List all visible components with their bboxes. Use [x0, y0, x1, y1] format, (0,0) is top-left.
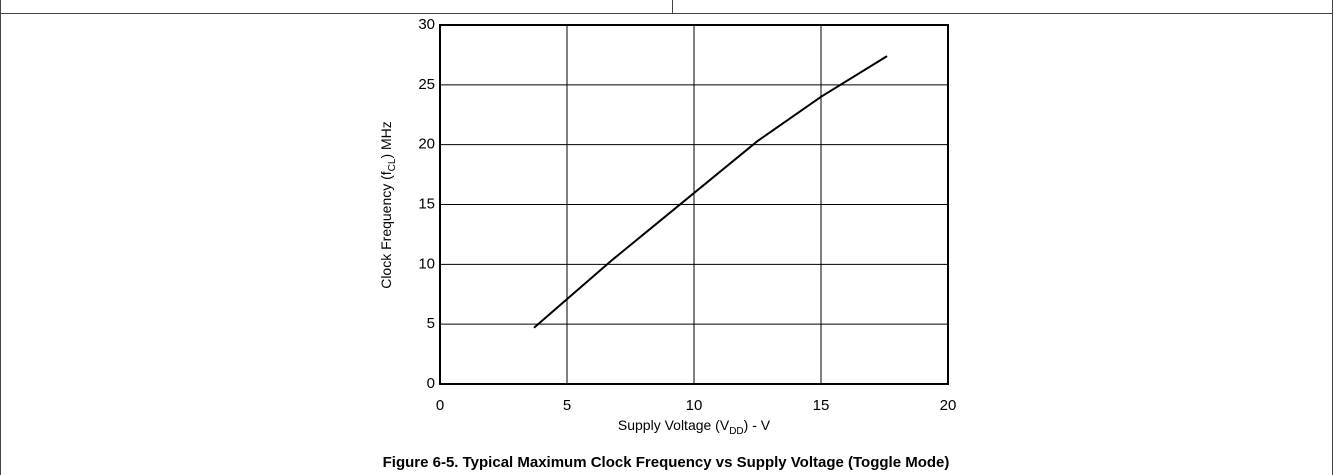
- label-part: ) - V: [744, 417, 771, 433]
- label-part: Supply Voltage (V: [618, 417, 730, 433]
- x-tick-label: 0: [436, 397, 444, 414]
- label-part: DD: [729, 426, 743, 437]
- y-tick-label: 5: [427, 315, 435, 332]
- chart-title: Figure 6-5. Typical Maximum Clock Freque…: [383, 454, 950, 471]
- y-tick-label: 20: [418, 136, 435, 153]
- y-tick-label: 0: [427, 375, 435, 392]
- label-part: Clock Frequency (f: [378, 171, 394, 289]
- data-line: [533, 55, 888, 329]
- x-tick-label: 5: [563, 397, 571, 414]
- x-tick-label: 15: [813, 397, 830, 414]
- label-part: ) MHz: [378, 121, 394, 158]
- plot-border: [439, 24, 949, 385]
- label-part: CL: [387, 158, 398, 171]
- y-axis-label: Clock Frequency (fCL) MHz: [378, 121, 398, 289]
- x-tick-label: 20: [940, 397, 957, 414]
- x-tick-label: 10: [686, 397, 703, 414]
- y-tick-label: 25: [418, 76, 435, 93]
- y-tick-label: 15: [418, 195, 435, 212]
- x-axis-label: Supply Voltage (VDD) - V: [618, 417, 771, 437]
- y-tick-label: 10: [418, 255, 435, 272]
- y-tick-label: 30: [418, 16, 435, 33]
